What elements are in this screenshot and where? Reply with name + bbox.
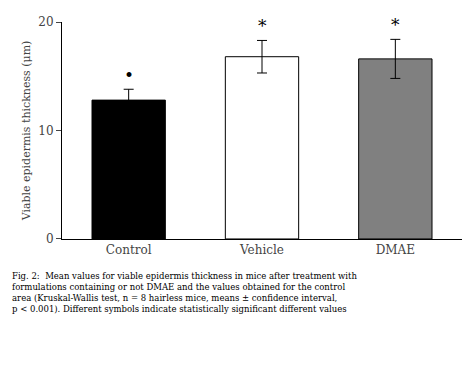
svg-text:Fig. 2: Mean values for viabl: Fig. 2: Mean values for viable epidermis… xyxy=(12,271,357,314)
svg-text:Viable epidermis thickness (μm: Viable epidermis thickness (μm) xyxy=(20,41,33,222)
svg-text:10: 10 xyxy=(38,124,53,138)
svg-text:DMAE: DMAE xyxy=(376,243,415,257)
svg-text:20: 20 xyxy=(38,15,53,29)
svg-text:0: 0 xyxy=(46,232,54,246)
svg-text:•: • xyxy=(124,65,134,85)
svg-text:*: * xyxy=(258,16,267,36)
svg-text:Vehicle: Vehicle xyxy=(239,243,284,257)
svg-text:*: * xyxy=(391,15,400,35)
svg-text:Control: Control xyxy=(106,243,152,257)
